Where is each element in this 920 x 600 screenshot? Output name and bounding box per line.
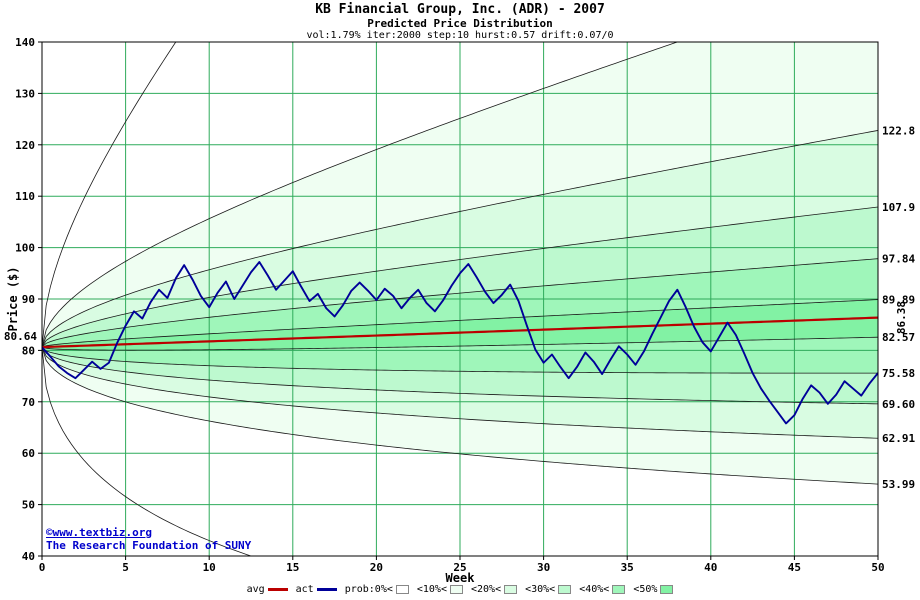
legend-item-avg: avg	[247, 584, 288, 595]
legend-label: <40%<	[579, 584, 610, 595]
distribution-curves	[42, 42, 878, 556]
x-tick-label: 0	[39, 561, 46, 574]
legend-label: <30%<	[525, 584, 556, 595]
y-tick-label: 130	[15, 87, 35, 100]
fan-curve	[42, 258, 878, 348]
y-tick-label: 140	[15, 36, 35, 49]
legend: avg act prob:0%< <10%< <20%< <30%< <40%< <50%	[0, 584, 920, 595]
legend-item-act: act	[296, 584, 337, 595]
x-tick-label: 10	[203, 561, 216, 574]
x-tick-label: 45	[788, 561, 801, 574]
fan-curve	[42, 299, 878, 348]
legend-item-20: <20%<	[470, 584, 518, 595]
fan-curve	[42, 130, 878, 348]
chart-title: KB Financial Group, Inc. (ADR) - 2007	[315, 2, 605, 17]
legend-item-50: <50%	[633, 584, 674, 595]
end-value-label: 122.8	[882, 124, 915, 137]
x-tick-label: 40	[704, 561, 717, 574]
legend-line-swatch	[267, 588, 288, 591]
end-value-label: 82.57	[882, 331, 915, 344]
x-tick-label: 5	[122, 561, 129, 574]
avg-line-layer	[42, 316, 878, 349]
end-value-label: 89.89	[882, 294, 915, 307]
x-tick-label: 30	[537, 561, 550, 574]
start-price-label: 80.64	[4, 330, 37, 343]
y-axis-title: Price ($)	[6, 266, 20, 332]
legend-label: <50%	[633, 584, 658, 595]
end-value-label: 62.91	[882, 432, 915, 445]
x-tick-label: 25	[453, 561, 466, 574]
x-axis-title: Week	[445, 571, 475, 585]
end-value-label: 107.9	[882, 201, 915, 214]
legend-label: prob:0%<	[344, 584, 393, 595]
fan-curve	[42, 346, 878, 485]
y-tick-label: 90	[22, 293, 35, 306]
y-tick-label: 50	[22, 499, 35, 512]
act-line	[42, 261, 878, 425]
legend-item-prob0: prob:0%<	[345, 584, 409, 595]
copyright: ©www.textbiz.org The Research Foundation…	[46, 526, 251, 552]
legend-color-swatch	[558, 585, 572, 594]
fan-curve	[42, 42, 679, 348]
avg-end-value-label: 86.38	[895, 301, 908, 334]
legend-line-swatch	[316, 588, 337, 591]
x-tick-label: 50	[871, 561, 884, 574]
y-tick-label: 110	[15, 190, 35, 203]
y-tick-label: 100	[15, 242, 35, 255]
axis-ticks: 40 50 60 70 80 90 100 110 120 130 140 0 5 10 15 20 25 30 3…	[15, 36, 885, 574]
fan-curve	[42, 346, 878, 405]
x-tick-label: 35	[621, 561, 634, 574]
chart-header: KB Financial Group, Inc. (ADR) - 2007 Pr…	[0, 2, 920, 41]
legend-item-30: <30%<	[525, 584, 572, 595]
legend-color-swatch	[395, 585, 409, 594]
legend-color-swatch	[660, 585, 674, 594]
end-value-label: 75.58	[882, 367, 915, 380]
end-value-label: 53.99	[882, 478, 915, 491]
fan-curve	[42, 347, 253, 556]
avg-line	[42, 316, 878, 349]
act-line-layer	[42, 261, 878, 425]
x-tick-label: 15	[286, 561, 299, 574]
end-value-label: 69.60	[882, 398, 915, 411]
copyright-org: The Research Foundation of SUNY	[46, 539, 252, 552]
fan-curve	[42, 346, 878, 374]
fan-curve	[42, 346, 878, 439]
chart-subtitle: Predicted Price Distribution	[367, 17, 553, 30]
legend-label: <10%<	[416, 584, 447, 595]
y-tick-label: 60	[22, 447, 35, 460]
legend-label: <20%<	[470, 584, 502, 595]
y-tick-label: 80	[22, 344, 35, 357]
legend-label: act	[295, 584, 314, 595]
legend-label: avg	[246, 584, 265, 595]
legend-item-40: <40%<	[579, 584, 626, 595]
copyright-url: ©www.textbiz.org	[46, 526, 152, 539]
y-tick-label: 70	[22, 396, 35, 409]
legend-color-swatch	[449, 585, 463, 594]
end-value-label: 97.84	[882, 253, 915, 266]
legend-color-swatch	[504, 585, 518, 594]
x-tick-label: 20	[370, 561, 383, 574]
simulation-params: vol:1.79% iter:2000 step:10 hurst:0.57 d…	[306, 30, 614, 41]
fan-curve	[42, 206, 878, 348]
legend-color-swatch	[612, 585, 626, 594]
legend-item-10: <10%<	[417, 584, 463, 595]
y-tick-label: 40	[22, 550, 35, 563]
y-tick-label: 120	[15, 139, 35, 152]
